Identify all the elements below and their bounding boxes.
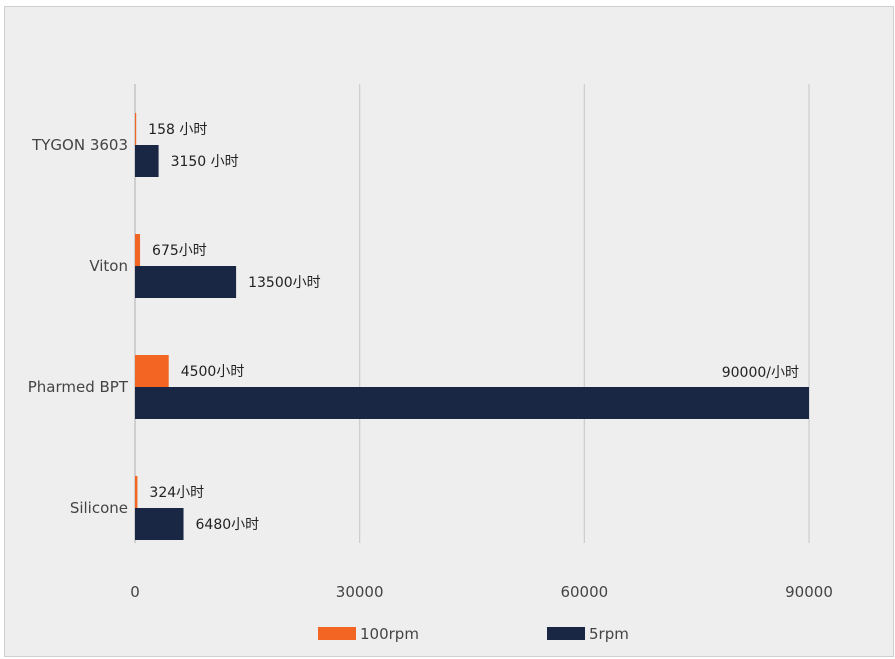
legend-swatch <box>547 627 585 640</box>
data-label: 6480小时 <box>196 517 260 533</box>
bar-series1 <box>135 476 138 508</box>
chart-frame: 0 30000 60000 90000 TYGON 3603 Viton Pharmed B… <box>4 6 894 657</box>
legend-label: 100rpm <box>360 625 419 643</box>
data-label: 4500小时 <box>181 364 245 380</box>
x-tick-label: 0 <box>130 583 140 601</box>
bar-series1 <box>135 113 137 145</box>
data-label: 324小时 <box>149 485 204 501</box>
bar-series2 <box>135 387 809 419</box>
x-tick-label: 90000 <box>785 583 833 601</box>
x-tick-label: 30000 <box>336 583 384 601</box>
bar-series2 <box>135 145 159 177</box>
data-label: 158 小时 <box>148 122 207 138</box>
bar-series2 <box>135 508 184 540</box>
bar-series1 <box>135 234 141 266</box>
data-label: 13500小时 <box>248 275 321 291</box>
bar-chart: 0 30000 60000 90000 TYGON 3603 Viton Pharmed B… <box>28 84 833 643</box>
data-label: 675小时 <box>152 243 207 259</box>
data-label: 90000/小时 <box>722 365 799 381</box>
x-tick-label: 60000 <box>560 583 608 601</box>
legend-swatch <box>318 627 356 640</box>
bar-series2 <box>135 266 237 298</box>
legend-label: 5rpm <box>589 625 629 643</box>
data-label: 3150 小时 <box>171 154 239 170</box>
bar-series1 <box>135 355 169 387</box>
category-label: TYGON 3603 <box>31 136 128 154</box>
category-label: Silicone <box>70 499 128 517</box>
category-label: Pharmed BPT <box>28 378 129 396</box>
category-label: Viton <box>89 257 128 275</box>
